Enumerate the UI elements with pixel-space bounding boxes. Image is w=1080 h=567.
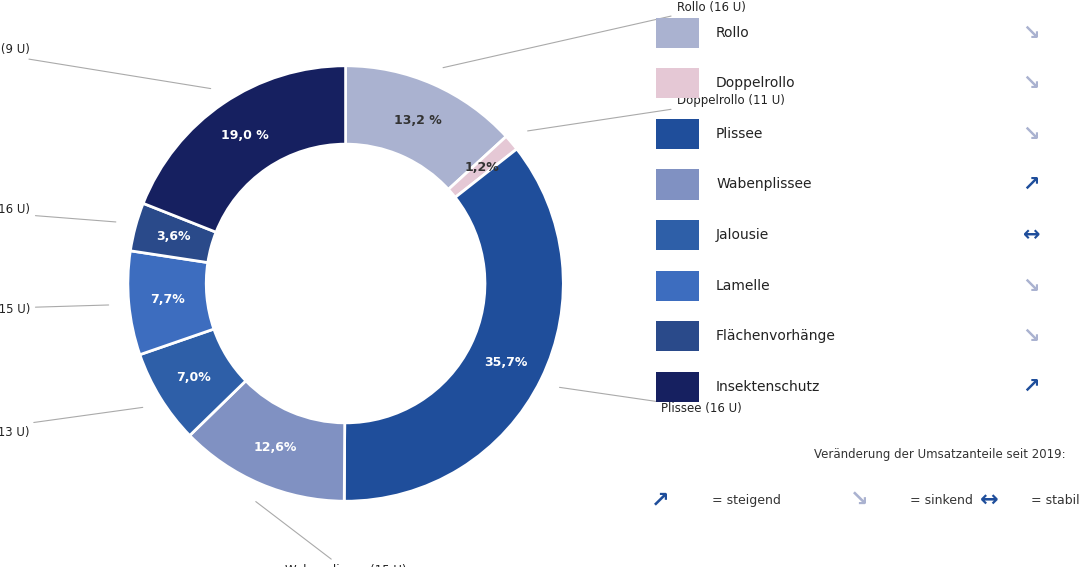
Text: ↔: ↔ (980, 490, 998, 510)
Text: ↔: ↔ (1023, 225, 1040, 245)
Wedge shape (127, 251, 214, 355)
FancyBboxPatch shape (656, 119, 699, 149)
Text: Lamelle: Lamelle (716, 278, 771, 293)
Text: 13,2 %: 13,2 % (393, 113, 442, 126)
Text: Rollo (16 U): Rollo (16 U) (443, 1, 745, 67)
Wedge shape (448, 137, 517, 197)
Text: Wabenplissee: Wabenplissee (716, 177, 811, 192)
FancyBboxPatch shape (656, 170, 699, 200)
FancyBboxPatch shape (656, 372, 699, 402)
Text: ↘: ↘ (1023, 326, 1040, 346)
Wedge shape (345, 149, 564, 501)
Text: = sinkend: = sinkend (910, 493, 973, 506)
Text: ↘: ↘ (1023, 124, 1040, 144)
Wedge shape (144, 66, 346, 232)
Text: Insektenschutz (9 U): Insektenschutz (9 U) (0, 43, 211, 88)
Text: Lamelle (vert.) (15 U): Lamelle (vert.) (15 U) (0, 303, 109, 316)
Text: 3,6%: 3,6% (156, 230, 190, 243)
Text: Flächenvorhänge (16 U): Flächenvorhänge (16 U) (0, 203, 116, 222)
Text: ↘: ↘ (1023, 276, 1040, 295)
Wedge shape (131, 204, 216, 263)
Text: Doppelrollo (11 U): Doppelrollo (11 U) (528, 94, 784, 131)
FancyBboxPatch shape (656, 321, 699, 352)
Text: ↘: ↘ (1023, 73, 1040, 93)
Text: 35,7%: 35,7% (484, 356, 528, 369)
Wedge shape (346, 66, 507, 189)
Text: Jalousie: Jalousie (716, 228, 769, 242)
Text: 7,0%: 7,0% (176, 371, 211, 384)
Text: ↘: ↘ (850, 490, 868, 510)
Text: Flächenvorhänge: Flächenvorhänge (716, 329, 836, 343)
Text: Jalousie (horiz.) (13 U): Jalousie (horiz.) (13 U) (0, 407, 143, 439)
Text: 7,7%: 7,7% (150, 293, 185, 306)
Text: = stabil: = stabil (1031, 493, 1080, 506)
Text: ↗: ↗ (1023, 377, 1040, 397)
Text: = steigend: = steigend (712, 493, 781, 506)
Text: 12,6%: 12,6% (254, 441, 297, 454)
Text: 1,2%: 1,2% (464, 162, 499, 175)
Text: Insektenschutz: Insektenschutz (716, 380, 821, 394)
Text: Plissee: Plissee (716, 127, 764, 141)
Text: Plissee (16 U): Plissee (16 U) (559, 387, 742, 414)
Text: ↗: ↗ (651, 490, 670, 510)
Text: ↘: ↘ (1023, 23, 1040, 43)
Text: ↗: ↗ (1023, 175, 1040, 194)
FancyBboxPatch shape (656, 270, 699, 301)
Wedge shape (190, 381, 345, 501)
FancyBboxPatch shape (656, 18, 699, 48)
FancyBboxPatch shape (656, 220, 699, 250)
Text: Wabenplissee (15 U): Wabenplissee (15 U) (256, 502, 406, 567)
Text: Rollo: Rollo (716, 26, 750, 40)
Wedge shape (139, 329, 246, 435)
Text: 19,0 %: 19,0 % (221, 129, 269, 142)
FancyBboxPatch shape (656, 68, 699, 99)
Text: Veränderung der Umsatzanteile seit 2019:: Veränderung der Umsatzanteile seit 2019: (814, 448, 1066, 461)
Text: Doppelrollo: Doppelrollo (716, 76, 796, 90)
